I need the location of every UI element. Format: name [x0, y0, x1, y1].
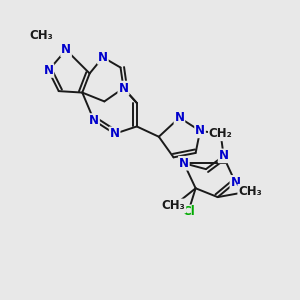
Text: N: N: [230, 176, 240, 189]
Text: N: N: [219, 149, 229, 162]
Text: CH₃: CH₃: [162, 200, 185, 212]
Text: N: N: [89, 114, 99, 127]
Text: N: N: [179, 157, 189, 170]
Text: N: N: [44, 64, 53, 77]
Text: N: N: [61, 44, 71, 56]
Text: N: N: [118, 82, 128, 95]
Text: CH₂: CH₂: [209, 127, 232, 140]
Text: N: N: [98, 51, 108, 64]
Text: CH₃: CH₃: [29, 29, 53, 42]
Text: N: N: [118, 82, 128, 95]
Text: N: N: [110, 127, 120, 140]
Text: CH₃: CH₃: [238, 185, 262, 198]
Text: N: N: [195, 124, 205, 137]
Text: Cl: Cl: [182, 205, 195, 218]
Text: N: N: [174, 111, 184, 124]
